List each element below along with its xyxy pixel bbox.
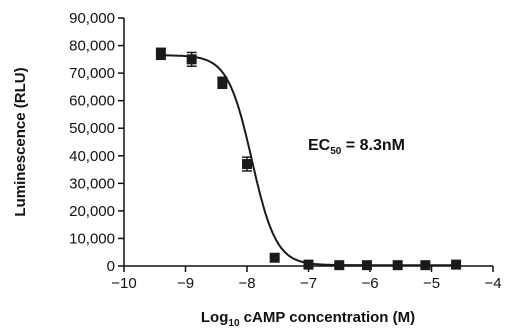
data-point <box>242 159 252 170</box>
x-axis-title-suffix: cAMP concentration (M) <box>240 309 416 326</box>
data-point <box>420 260 431 271</box>
data-point <box>451 259 462 270</box>
y-tick-label: 40,000 <box>69 148 115 165</box>
data-point <box>361 260 372 271</box>
data-point <box>334 260 345 271</box>
data-point <box>269 252 280 263</box>
y-tick-label: 30,000 <box>69 175 115 192</box>
x-axis-title: Log10 cAMP concentration (M) <box>201 309 415 329</box>
x-axis-ticks: −10 −9 −8 −7 −6 −5 −4 <box>111 266 502 292</box>
ec50-annotation: EC50 = 8.3nM <box>308 137 405 157</box>
x-tick-label: −6 <box>361 275 378 292</box>
y-tick-label: 0 <box>107 258 115 275</box>
x-tick-label: −5 <box>423 275 440 292</box>
ec50-prefix: EC <box>308 137 331 154</box>
data-point <box>303 259 314 270</box>
data-point <box>217 77 228 88</box>
y-tick-label: 70,000 <box>69 65 115 82</box>
data-point <box>155 48 166 59</box>
y-tick-label: 50,000 <box>69 120 115 137</box>
y-tick-label: 10,000 <box>69 230 115 247</box>
data-points <box>155 47 462 271</box>
x-tick-label: −8 <box>238 275 255 292</box>
y-tick-label: 80,000 <box>69 38 115 55</box>
x-tick-label: −4 <box>484 275 501 292</box>
x-tick-label: −10 <box>111 275 136 292</box>
y-axis-title: Luminescence (RLU) <box>12 67 29 216</box>
x-tick-label: −9 <box>177 275 194 292</box>
y-tick-label: 20,000 <box>69 203 115 220</box>
y-tick-label: 60,000 <box>69 93 115 110</box>
fit-curve <box>160 54 457 267</box>
ec50-suffix: = 8.3nM <box>341 137 405 154</box>
ec50-subscript: 50 <box>330 146 342 157</box>
y-axis-ticks: 0 10,000 20,000 30,000 40,000 50,000 60,000 70,… <box>69 10 124 275</box>
data-point <box>186 54 197 65</box>
x-axis-title-prefix: Log <box>201 309 229 326</box>
x-tick-label: −7 <box>300 275 317 292</box>
x-axis-title-subscript: 10 <box>228 318 240 329</box>
data-point <box>392 260 403 271</box>
y-tick-label: 90,000 <box>69 10 115 27</box>
